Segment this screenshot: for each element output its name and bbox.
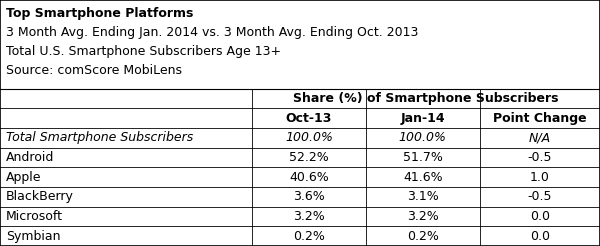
Text: 51.7%: 51.7% <box>403 151 443 164</box>
Text: 3.2%: 3.2% <box>293 210 325 223</box>
Text: Total Smartphone Subscribers: Total Smartphone Subscribers <box>6 131 193 144</box>
Text: 52.2%: 52.2% <box>289 151 329 164</box>
Text: BlackBerry: BlackBerry <box>6 190 74 203</box>
Text: Jan-14: Jan-14 <box>400 112 445 124</box>
Text: Top Smartphone Platforms: Top Smartphone Platforms <box>6 7 193 20</box>
Text: 3.2%: 3.2% <box>407 210 439 223</box>
Text: 40.6%: 40.6% <box>289 171 329 184</box>
Text: 0.0: 0.0 <box>530 230 550 243</box>
Text: Microsoft: Microsoft <box>6 210 63 223</box>
Text: 0.2%: 0.2% <box>293 230 325 243</box>
Text: Android: Android <box>6 151 55 164</box>
Text: -0.5: -0.5 <box>527 190 552 203</box>
Text: 3 Month Avg. Ending Jan. 2014 vs. 3 Month Avg. Ending Oct. 2013: 3 Month Avg. Ending Jan. 2014 vs. 3 Mont… <box>6 26 418 39</box>
Text: 100.0%: 100.0% <box>399 131 447 144</box>
Text: Source: comScore MobiLens: Source: comScore MobiLens <box>6 64 182 77</box>
Text: 0.2%: 0.2% <box>407 230 439 243</box>
Text: 100.0%: 100.0% <box>285 131 333 144</box>
Text: 3.1%: 3.1% <box>407 190 439 203</box>
Text: Point Change: Point Change <box>493 112 587 124</box>
Text: -0.5: -0.5 <box>527 151 552 164</box>
Text: 41.6%: 41.6% <box>403 171 443 184</box>
Text: 0.0: 0.0 <box>530 210 550 223</box>
Text: Oct-13: Oct-13 <box>286 112 332 124</box>
Text: 1.0: 1.0 <box>530 171 550 184</box>
Text: 3.6%: 3.6% <box>293 190 325 203</box>
Text: Apple: Apple <box>6 171 41 184</box>
Text: Symbian: Symbian <box>6 230 61 243</box>
Text: N/A: N/A <box>529 131 551 144</box>
Text: Share (%) of Smartphone Subscribers: Share (%) of Smartphone Subscribers <box>293 92 559 105</box>
Text: Total U.S. Smartphone Subscribers Age 13+: Total U.S. Smartphone Subscribers Age 13… <box>6 45 281 58</box>
